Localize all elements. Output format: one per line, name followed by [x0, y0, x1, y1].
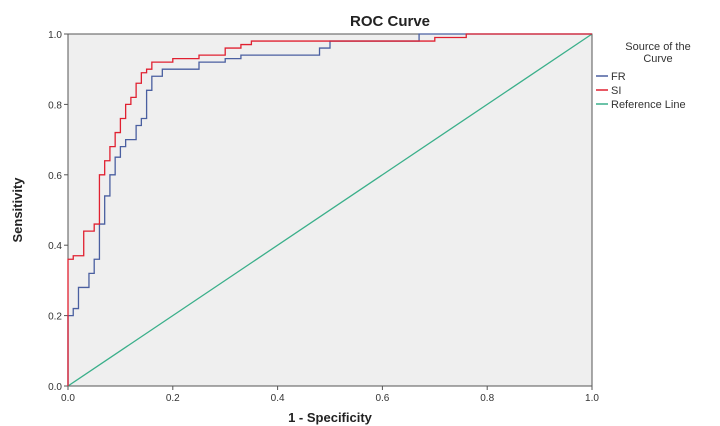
- axis-ticks: 0.0 0.2 0.4 0.6 0.8 1.0 0.0 0.2 0.4 0.6 0.8 1.0: [48, 30, 599, 404]
- x-tick-label: 0.6: [375, 393, 389, 404]
- y-tick-label: 0.0: [48, 382, 62, 393]
- x-tick-label: 0.8: [480, 393, 494, 404]
- y-tick-label: 0.8: [48, 100, 62, 111]
- x-tick-label: 0.0: [61, 393, 75, 404]
- legend-title-line2: Curve: [643, 53, 672, 65]
- chart-title: ROC Curve: [350, 13, 430, 30]
- legend-entry: FR: [611, 71, 626, 83]
- legend-title: Source of the: [625, 41, 690, 53]
- series-line-reference-line: [67, 33, 593, 387]
- y-tick-label: 0.2: [48, 312, 62, 323]
- y-tick-label: 0.6: [48, 171, 62, 182]
- y-tick-label: 1.0: [48, 30, 62, 41]
- series-group: [67, 33, 593, 387]
- legend-entry: Reference Line: [611, 99, 686, 111]
- x-axis-title: 1 - Specificity: [288, 410, 373, 425]
- y-axis-title: Sensitivity: [10, 177, 25, 243]
- legend-entry: SI: [611, 85, 621, 97]
- series-line-si: [67, 33, 592, 386]
- x-tick-label: 1.0: [585, 393, 599, 404]
- x-tick-label: 0.2: [166, 393, 180, 404]
- series-line-fr: [67, 33, 592, 386]
- x-tick-label: 0.4: [271, 393, 285, 404]
- y-tick-label: 0.4: [48, 241, 62, 252]
